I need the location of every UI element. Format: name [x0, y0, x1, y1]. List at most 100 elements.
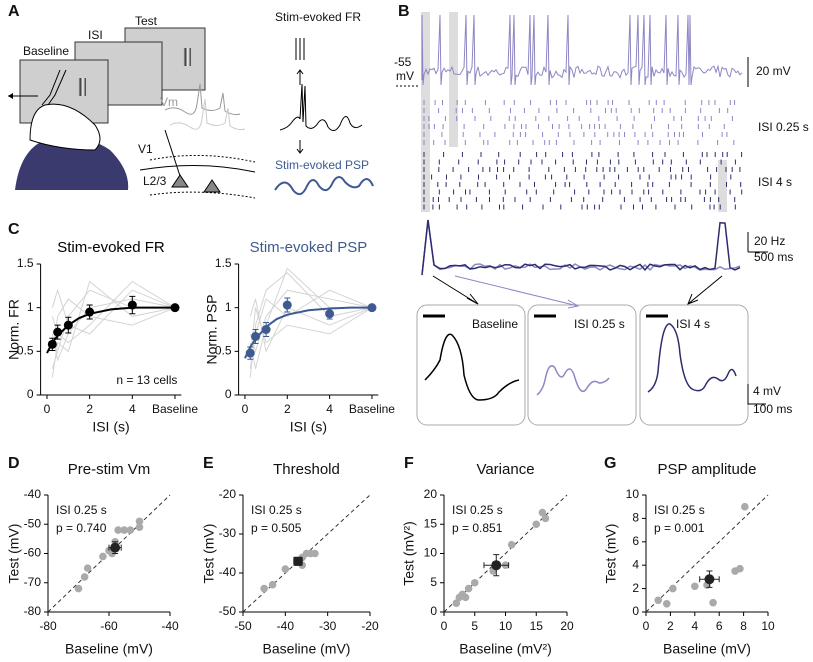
electrode [41, 69, 67, 106]
y-tick-label: 0 [430, 604, 437, 618]
screen-label: Baseline [23, 44, 69, 58]
raster [423, 174, 732, 180]
y-axis-label: Test (mV²) [401, 521, 417, 586]
x-axis-label: ISI (s) [290, 419, 327, 435]
raster [423, 182, 742, 187]
cortex [139, 164, 256, 173]
y-tick-label: -80 [24, 604, 42, 618]
raster-label: ISI 0.25 s [758, 120, 809, 134]
y-tick-label: -40 [24, 487, 42, 501]
y-tick-label: -50 [219, 604, 237, 618]
x-axis-label: Baseline (mV) [663, 641, 751, 657]
chart-title: Pre-stim Vm [68, 461, 151, 478]
area-label: V1 [138, 142, 153, 156]
cortex [149, 154, 256, 199]
y-tick-label: -30 [219, 526, 237, 540]
point [282, 300, 292, 310]
point [268, 580, 277, 589]
cell-line [249, 298, 373, 353]
panel-label: C [8, 221, 20, 238]
y-tick-label: -50 [24, 516, 42, 530]
point [367, 303, 377, 313]
scale-label: 20 mV [756, 64, 791, 78]
arrow [454, 275, 580, 309]
x-tick-label: 8 [740, 619, 747, 633]
y-tick-label: 8 [632, 511, 639, 525]
grating [183, 48, 191, 66]
x-tick-label: 20 [560, 619, 574, 633]
x-tick-label: -40 [277, 619, 295, 633]
arrow-head [8, 93, 13, 99]
chart-title: Stim-evoked FR [57, 239, 165, 256]
panel-label: B [398, 3, 410, 20]
annotation: p = 0.001 [654, 521, 705, 535]
spikes [295, 38, 305, 60]
x-tick-label: 2 [284, 402, 291, 416]
inset-box [639, 304, 749, 426]
highlight [421, 12, 430, 212]
point [74, 584, 83, 593]
arrow [296, 140, 304, 154]
x-tick-label: 5 [471, 619, 478, 633]
raster [423, 124, 725, 129]
fr-trace [279, 83, 363, 131]
y-tick-label: 0.5 [17, 344, 34, 358]
raster [423, 197, 736, 202]
x-tick-label: 0 [441, 619, 448, 633]
vm-trace [169, 98, 246, 131]
highlight [718, 160, 727, 212]
point [85, 307, 95, 317]
point [741, 502, 749, 511]
y-axis-label: Norm. PSP [204, 294, 220, 364]
scale-bar [747, 384, 766, 405]
x-tick-label: 0 [242, 402, 249, 416]
y-axis-label: Norm. FR [6, 299, 22, 360]
y-tick-label: -20 [219, 487, 237, 501]
x-tick-label: -60 [100, 619, 118, 633]
point [261, 325, 271, 334]
x-axis-label: Baseline (mV²) [459, 641, 552, 657]
vm-unit: mV [396, 69, 414, 83]
inset-label: ISI 0.25 s [574, 317, 625, 331]
inset-label: Baseline [472, 317, 518, 331]
cell-line [51, 298, 176, 352]
point [47, 339, 57, 349]
point [461, 593, 470, 602]
fit-line [46, 306, 175, 354]
layer-label: L2/3 [143, 174, 167, 188]
x-tick-label: -80 [39, 619, 57, 633]
scale-label: 100 ms [753, 402, 792, 416]
panel-label: A [8, 3, 20, 20]
raster [423, 140, 735, 145]
inset-trace [536, 365, 610, 396]
mouse-head [29, 103, 101, 151]
point [654, 596, 662, 605]
annotation: p = 0.851 [452, 521, 503, 535]
x-tick-label: 2 [667, 619, 674, 633]
x-axis-label: Baseline (mV) [65, 641, 153, 657]
pipette [164, 129, 181, 177]
y-tick-label: 15 [424, 516, 438, 530]
raster-label: ISI 4 s [758, 175, 792, 189]
y-axis-label: Test (mV) [201, 524, 217, 584]
point [80, 573, 89, 581]
mean-point [491, 560, 502, 571]
point [507, 540, 516, 549]
panel-label: F [404, 455, 414, 472]
psth [421, 219, 741, 276]
diagonal [645, 494, 769, 613]
scale-label: 20 Hz [754, 234, 785, 248]
chart-title: Threshold [273, 461, 340, 478]
scale-label: 500 ms [754, 250, 793, 264]
x-tick-label: 0 [44, 402, 51, 416]
y-tick-label: 1.5 [17, 256, 34, 270]
point [281, 565, 290, 573]
x-tick-label: 0 [643, 619, 650, 633]
cell-line [51, 280, 176, 378]
point [63, 320, 73, 330]
screen-label: Test [135, 14, 158, 28]
point [538, 508, 547, 517]
x-tick-label: 4 [326, 402, 333, 416]
cell-line [51, 288, 176, 335]
annotation: ISI 0.25 s [251, 503, 302, 517]
